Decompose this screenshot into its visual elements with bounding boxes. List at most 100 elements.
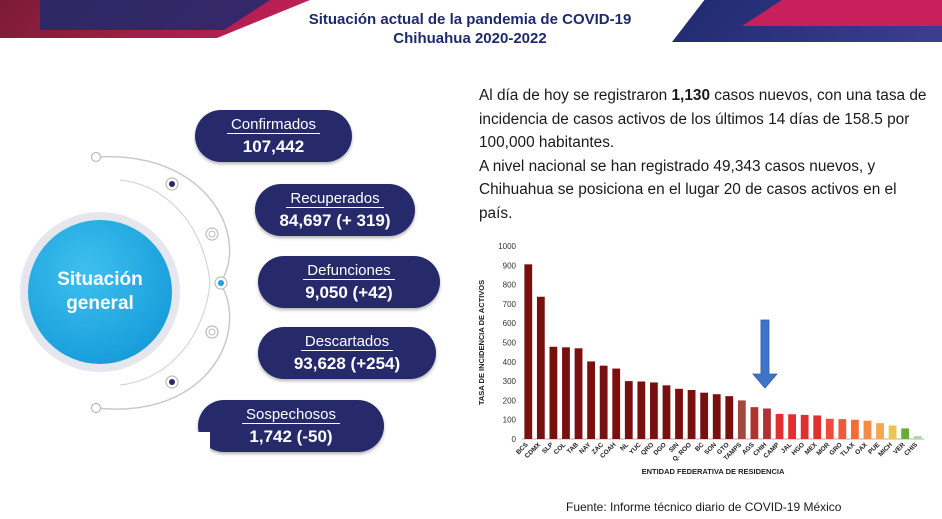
bar-dgo	[662, 385, 671, 439]
center-label: Situación general	[57, 269, 143, 314]
bar-hgo	[800, 414, 809, 439]
bar-camp	[775, 413, 784, 439]
blank-box	[20, 432, 210, 504]
stat-value: 9,050 (+42)	[305, 283, 393, 302]
x-tick-label: CHIS	[903, 441, 919, 457]
bar-oax	[863, 420, 872, 439]
bar-mex	[813, 415, 822, 439]
title-line-1: Situación actual de la pandemia de COVID…	[308, 11, 632, 28]
summary-text-part: Al día de hoy se registraron	[479, 87, 672, 104]
stat-value: 84,697 (+ 319)	[279, 211, 391, 230]
stat-pill-recuperados: Recuperados 84,697 (+ 319)	[255, 184, 415, 236]
bar-nay	[587, 361, 595, 439]
bar-son	[712, 394, 721, 439]
bar-sin	[675, 388, 683, 439]
y-tick-label: 900	[503, 261, 517, 270]
bar-cdmx	[536, 296, 545, 439]
node-icon	[90, 151, 102, 163]
x-tick-label: DGO	[652, 441, 667, 456]
inner-curve	[119, 179, 211, 386]
y-tick-label: 700	[503, 300, 517, 309]
x-tick-label: OAX	[854, 441, 869, 456]
bar-tab	[574, 348, 583, 439]
summary-text: Al día de hoy se registraron 1,130 casos…	[479, 84, 929, 225]
bar-chis	[913, 436, 922, 439]
y-tick-label: 400	[503, 358, 517, 367]
y-tick-label: 800	[503, 281, 517, 290]
bar-slp	[549, 346, 558, 439]
bar-bcs	[524, 264, 533, 439]
y-tick-label: 300	[503, 377, 517, 386]
x-tick-label: NAY	[578, 441, 593, 456]
bar-yuc	[637, 381, 646, 439]
x-axis-title: ENTIDAD FEDERATIVA DE RESIDENCIA	[642, 467, 785, 476]
bar-mich	[888, 425, 897, 439]
stat-pill-descartados: Descartados 93,628 (+254)	[258, 327, 436, 379]
bar-coah	[612, 368, 621, 439]
stat-pill-sospechosos: Sospechosos 1,742 (-50)	[198, 400, 384, 452]
bar-ags	[750, 407, 759, 439]
connector-curves	[90, 151, 231, 414]
node-dot-icon	[218, 280, 224, 286]
page-title: Situación actual de la pandemia de COVID…	[260, 10, 680, 48]
y-tick-label: 100	[503, 416, 517, 425]
x-tick-label: SON	[703, 441, 718, 456]
summary-paragraph-1: Al día de hoy se registraron 1,130 casos…	[479, 84, 929, 155]
bar-qro	[650, 382, 658, 439]
stat-value: 93,628 (+254)	[293, 354, 401, 373]
stat-label: Defunciones	[303, 262, 395, 280]
incidence-bar-chart: 01002003004005006007008009001000BCSCDMXS…	[477, 242, 924, 476]
node-dot-icon	[208, 230, 216, 238]
x-tick-label: NL	[619, 441, 630, 452]
bar-gro	[838, 419, 847, 439]
x-tick-label: BC	[694, 441, 706, 453]
stat-label: Recuperados	[286, 190, 384, 208]
bar-tlax	[851, 419, 859, 439]
stat-pill-defunciones: Defunciones 9,050 (+42)	[258, 256, 440, 308]
bar-pue	[876, 423, 884, 439]
stat-pill-confirmados: Confirmados 107,442	[195, 110, 352, 162]
stat-value: 107,442	[242, 137, 305, 156]
y-axis-title: TASA DE INCIDENCIA DE ACTIVOS	[477, 280, 486, 405]
node-icon	[90, 402, 102, 414]
y-tick-label: 0	[512, 435, 517, 444]
stat-label: Confirmados	[226, 116, 321, 134]
bar-tamps	[737, 400, 746, 439]
bar-nl	[624, 381, 633, 439]
center-circle: Situación general	[28, 220, 172, 364]
bar-mor	[825, 418, 834, 439]
stat-label: Sospechosos	[241, 406, 341, 424]
x-tick-label: MOR	[816, 441, 832, 457]
new-cases-count: 1,130	[671, 87, 711, 104]
node-dot-icon	[169, 379, 175, 385]
y-tick-label: 200	[503, 396, 517, 405]
bar-qroo	[687, 389, 696, 439]
bar-ver	[901, 428, 910, 439]
x-tick-label: SLP	[541, 441, 555, 455]
node-dot-icon	[169, 181, 175, 187]
x-tick-label: COL	[553, 441, 568, 456]
stat-value: 1,742 (-50)	[249, 427, 333, 446]
bar-col	[562, 347, 570, 439]
x-tick-label: MICH	[877, 441, 894, 458]
x-tick-label: QRO	[640, 441, 655, 456]
y-tick-label: 600	[503, 319, 517, 328]
stat-label: Descartados	[300, 333, 394, 351]
x-tick-label: TLAX	[839, 441, 856, 458]
bar-gto	[725, 396, 734, 439]
summary-paragraph-2: A nivel nacional se han registrado 49,34…	[479, 157, 897, 222]
title-line-2: Chihuahua 2020-2022	[393, 30, 547, 47]
bar-chih	[763, 408, 771, 439]
source-note: Fuente: Informe técnico diario de COVID-…	[566, 500, 842, 514]
x-tick-label: HGO	[791, 441, 806, 456]
y-tick-label: 1000	[498, 242, 516, 251]
x-tick-label: TAB	[566, 441, 580, 455]
bar-jal	[788, 414, 796, 439]
y-tick-label: 500	[503, 339, 517, 348]
bar-bc	[700, 392, 709, 439]
bar-zac	[599, 365, 608, 439]
summary-text-part: casos nuevos, con una tasa de incidencia…	[479, 87, 927, 151]
node-dot-icon	[208, 328, 216, 336]
highlight-arrow-icon	[752, 319, 778, 389]
